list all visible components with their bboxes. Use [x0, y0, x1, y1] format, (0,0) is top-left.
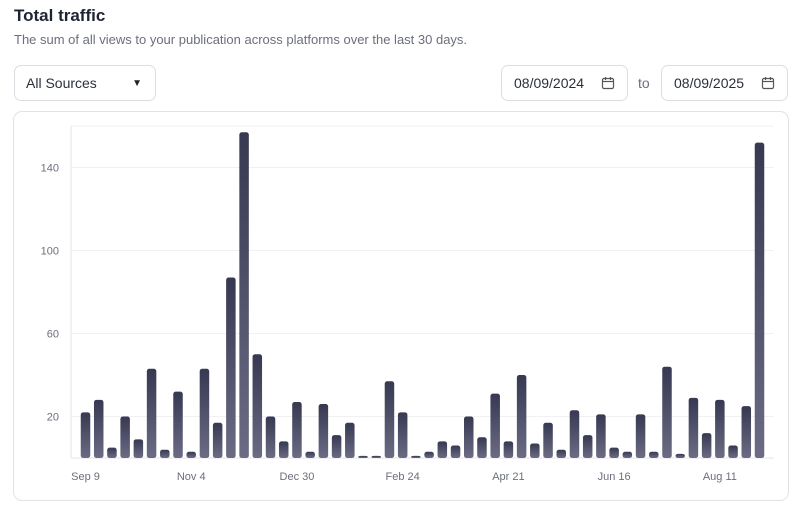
source-select-value: All Sources — [26, 75, 97, 91]
y-tick-label: 140 — [41, 163, 59, 175]
bar — [754, 142, 765, 458]
bar — [146, 368, 157, 458]
x-tick-label: Apr 21 — [492, 471, 524, 483]
x-tick-label: Dec 30 — [280, 471, 315, 483]
bar — [80, 412, 91, 458]
bar — [424, 451, 434, 458]
bar — [450, 445, 461, 458]
bar — [252, 354, 263, 458]
date-range-to-label: to — [638, 75, 650, 91]
bar — [345, 422, 355, 459]
x-tick-label: Jun 16 — [598, 471, 631, 483]
bar — [688, 397, 699, 458]
bar — [543, 422, 553, 459]
bar — [133, 439, 144, 458]
date-to-value: 08/09/2025 — [674, 75, 745, 91]
bar — [622, 451, 633, 458]
bar — [278, 441, 289, 458]
bar — [582, 435, 593, 459]
bar — [662, 366, 672, 458]
bar — [93, 399, 104, 458]
calendar-icon[interactable] — [761, 76, 775, 90]
bar — [490, 393, 500, 459]
bar — [530, 443, 540, 459]
x-tick-label: Sep 9 — [71, 471, 100, 483]
bar — [186, 451, 196, 458]
traffic-bar-chart: 20 60 100 140 Sep 9 Nov 4 Dec 30 Feb 24 Apr 21 Ju… — [41, 125, 774, 483]
y-tick-label: 60 — [47, 329, 59, 341]
bar — [292, 401, 302, 459]
date-to-input[interactable]: 08/09/2025 — [661, 65, 788, 101]
bar — [107, 447, 117, 459]
bar — [649, 451, 659, 458]
y-tick-label: 100 — [41, 246, 59, 258]
traffic-chart-card: 20 60 100 140 Sep 9 Nov 4 Dec 30 Feb 24 Apr 21 Ju… — [13, 111, 789, 501]
source-select[interactable]: All Sources ▼ — [14, 65, 156, 101]
bar — [212, 422, 223, 459]
bar — [556, 449, 567, 458]
bar — [384, 381, 395, 459]
bar — [318, 404, 329, 458]
bar — [464, 416, 474, 458]
bar — [569, 410, 580, 458]
bar — [199, 368, 210, 458]
bar — [675, 453, 685, 458]
x-tick-label: Nov 4 — [177, 471, 206, 483]
page-subtitle: The sum of all views to your publication… — [14, 32, 468, 47]
bar — [120, 416, 130, 458]
bar — [226, 277, 236, 458]
bar — [411, 455, 421, 459]
page-title: Total traffic — [14, 6, 106, 25]
bar — [715, 399, 725, 458]
caret-down-icon: ▼ — [132, 77, 142, 89]
y-tick-label: 20 — [47, 412, 59, 424]
bar — [371, 455, 381, 459]
date-from-input[interactable]: 08/09/2024 — [501, 65, 628, 101]
bar — [609, 447, 619, 459]
bar — [437, 441, 448, 458]
bar — [239, 132, 249, 458]
bar — [741, 406, 752, 459]
bar — [160, 449, 170, 458]
calendar-icon[interactable] — [601, 76, 615, 90]
date-from-value: 08/09/2024 — [514, 75, 585, 91]
bar — [503, 441, 514, 458]
bar — [397, 412, 408, 458]
bar — [477, 437, 487, 458]
bar — [635, 414, 646, 459]
x-tick-label: Feb 24 — [386, 471, 420, 483]
bar — [331, 435, 342, 459]
bar — [516, 375, 527, 458]
bar — [265, 416, 276, 458]
bar — [305, 451, 315, 458]
bar — [358, 455, 368, 459]
bar — [728, 445, 738, 458]
bar — [596, 414, 606, 459]
bar — [173, 391, 183, 458]
x-tick-label: Aug 11 — [703, 471, 737, 483]
bar — [701, 433, 712, 458]
